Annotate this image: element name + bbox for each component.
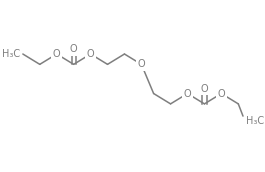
Text: O: O: [53, 49, 60, 59]
Text: O: O: [87, 49, 94, 59]
Text: O: O: [138, 59, 145, 69]
Text: O: O: [70, 44, 77, 54]
Text: H₃C: H₃C: [246, 116, 264, 126]
Text: H₃C: H₃C: [2, 49, 20, 59]
Text: O: O: [184, 89, 191, 99]
Text: O: O: [218, 89, 225, 99]
Text: O: O: [201, 84, 208, 94]
